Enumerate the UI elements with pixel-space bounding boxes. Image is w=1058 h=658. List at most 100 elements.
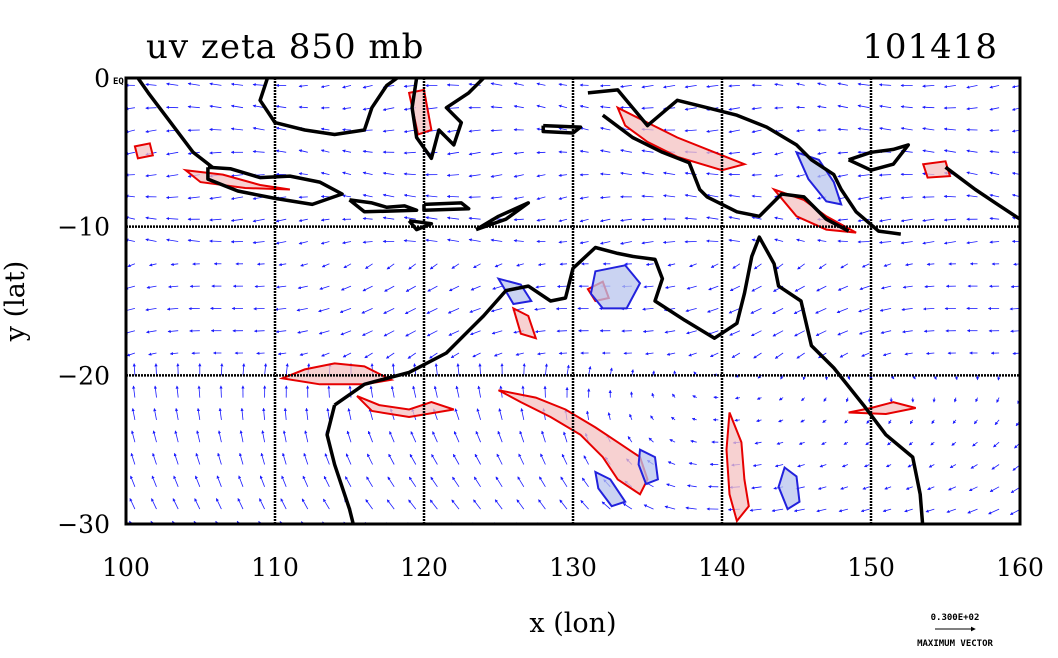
wind-vector [649, 438, 654, 442]
wind-vector [860, 286, 870, 289]
wind-vector [880, 242, 892, 243]
wind-vector [383, 173, 394, 175]
wind-vector [447, 175, 459, 176]
wind-vector [601, 107, 611, 108]
wind-vector [261, 453, 264, 464]
wind-vector [757, 420, 762, 421]
wind-vector [775, 353, 783, 358]
wind-vector [475, 454, 481, 464]
wind-vector [196, 453, 200, 464]
wind-vector [757, 398, 761, 400]
wind-vector [343, 151, 351, 153]
wind-vector [797, 175, 805, 177]
wind-vector [448, 152, 460, 154]
wind-vector [707, 241, 719, 242]
wind-vector [799, 442, 804, 444]
wind-vector [580, 242, 589, 244]
vorticity-contours [135, 90, 950, 521]
wind-vector [514, 219, 524, 220]
wind-vector [969, 487, 977, 491]
wind-vector [367, 454, 372, 465]
wind-vector [322, 353, 330, 356]
wind-vector [967, 195, 978, 197]
wind-vector [134, 364, 135, 376]
wind-vector [521, 409, 523, 420]
wind-vector [838, 331, 848, 335]
wind-vector [276, 242, 286, 244]
coastline-seram [543, 126, 580, 133]
wind-vector [580, 219, 589, 221]
wind-vector [426, 196, 438, 197]
y-tick-label: −20 [57, 361, 110, 390]
wind-vector [210, 197, 222, 199]
wind-vector [491, 175, 502, 177]
wind-vector [542, 431, 546, 442]
wind-vector [753, 465, 761, 466]
wind-vector [366, 500, 373, 510]
wind-vector [945, 531, 956, 534]
wind-vector [923, 107, 935, 108]
wind-vector [622, 526, 632, 532]
wind-vector [491, 240, 502, 242]
wind-vector [631, 392, 632, 398]
wind-vector [882, 531, 892, 533]
wind-vector [824, 398, 826, 402]
wind-vector [346, 454, 351, 465]
wind-vector [325, 454, 329, 465]
wind-vector [838, 106, 848, 108]
wind-vector [154, 431, 157, 442]
wind-vector [276, 151, 286, 153]
wind-vector [580, 151, 589, 152]
wind-vector [967, 108, 978, 109]
wind-vector [665, 506, 675, 509]
wind-vector [243, 364, 244, 376]
vector-legend: 0.300E+02 MAXIMUM VECTOR [917, 613, 993, 649]
wind-vector [363, 195, 373, 197]
wind-vector [858, 242, 870, 243]
wind-vector [838, 83, 848, 85]
wind-vector [923, 219, 935, 221]
wind-vector [128, 264, 135, 267]
wind-vector [865, 465, 870, 467]
wind-vector [514, 106, 524, 108]
wind-vector [404, 217, 416, 219]
wind-vector [477, 409, 480, 420]
y-tick-label: −30 [57, 510, 110, 539]
wind-vector [427, 331, 437, 336]
wind-vector [275, 308, 286, 309]
wind-vector [664, 85, 676, 87]
wind-vector [886, 465, 891, 467]
wind-vector [255, 286, 265, 287]
wind-vector [220, 408, 222, 420]
wind-vector [952, 442, 956, 445]
wind-vector [988, 531, 999, 535]
wind-vector [409, 264, 416, 269]
wind-vector [146, 175, 157, 176]
wind-vector [693, 396, 697, 398]
wind-vector [990, 108, 999, 110]
wind-vector [491, 83, 502, 85]
wind-vector [219, 431, 222, 442]
wind-vector [520, 431, 524, 442]
wind-vector [383, 130, 394, 131]
wind-vector [944, 129, 956, 130]
wind-vector [729, 130, 740, 132]
wind-vector [537, 219, 546, 221]
wind-vector [797, 130, 805, 131]
wind-vector [231, 219, 243, 221]
wind-vector [480, 364, 481, 376]
wind-vector [362, 308, 373, 313]
wind-vector [944, 85, 956, 87]
wind-vector [752, 152, 762, 154]
wind-vector [859, 308, 870, 311]
wind-vector [514, 197, 524, 199]
wind-vector [300, 353, 308, 355]
wind-vector [427, 308, 438, 313]
wind-vector [752, 487, 762, 488]
wind-vector [847, 398, 848, 402]
wind-vector [818, 83, 827, 85]
wind-vector [903, 286, 913, 287]
wind-vector [285, 408, 286, 420]
x-tick-label: 120 [400, 553, 448, 582]
wind-vector [621, 173, 632, 175]
